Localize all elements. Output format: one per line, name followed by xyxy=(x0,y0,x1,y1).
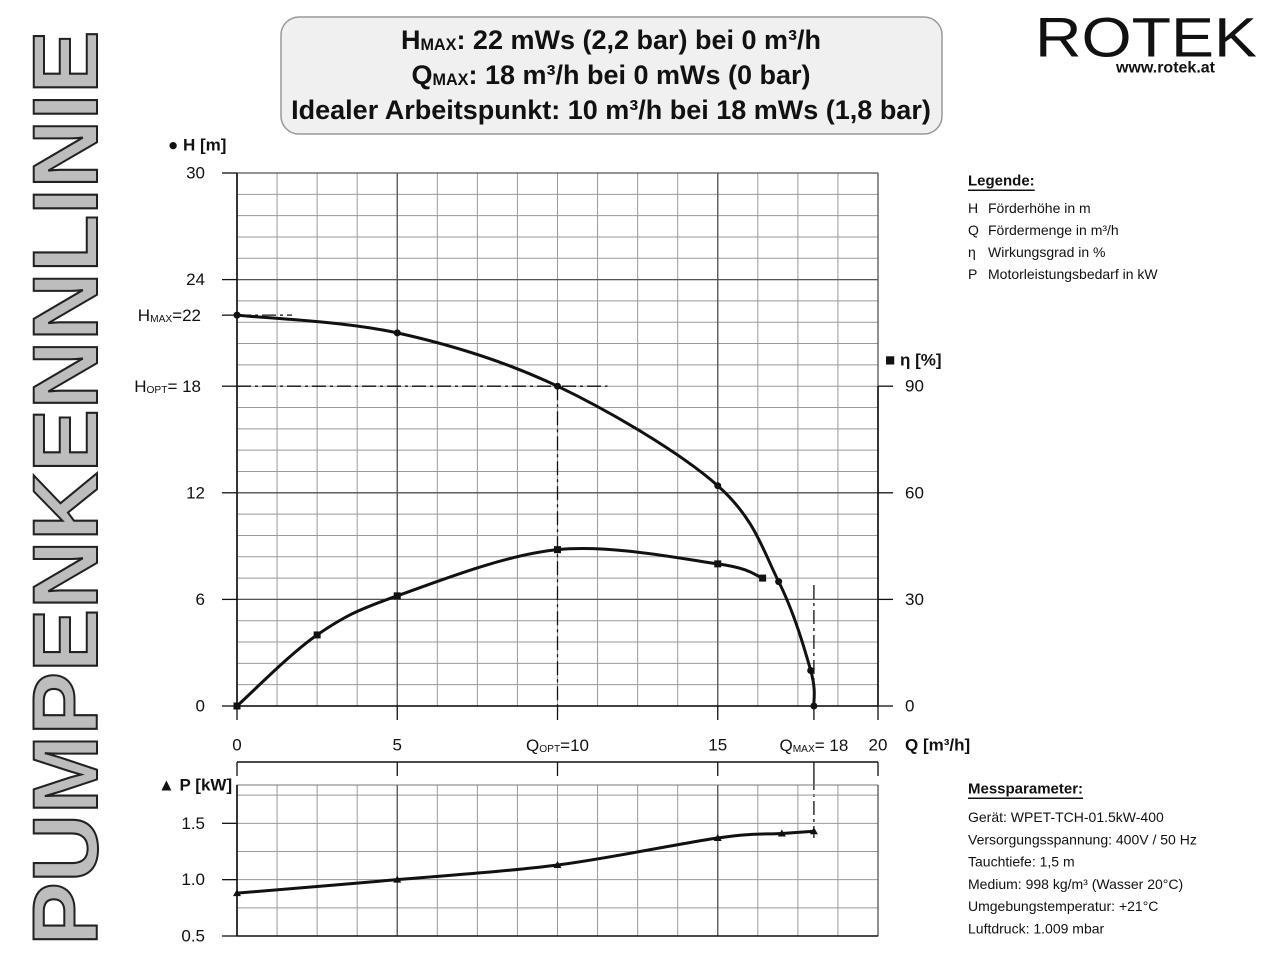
header-line: HMAX: 22 mWs (2,2 bar) bei 0 m³/h xyxy=(401,25,821,55)
parameter-line: Gerät: WPET-TCH-01.5kW-400 xyxy=(968,809,1164,825)
logo-name: ROTEK xyxy=(1035,6,1257,69)
y-tick-label: 24 xyxy=(186,270,205,289)
point xyxy=(554,382,561,390)
legend-symbol: P xyxy=(968,266,977,282)
parameter-line: Tauchtiefe: 1,5 m xyxy=(968,854,1075,870)
series-line xyxy=(236,829,815,895)
x-tick-label: 20 xyxy=(869,736,888,755)
y-tick-label: 1.5 xyxy=(181,814,205,833)
header-text: : 22 mWs (2,2 bar) bei 0 m³/h xyxy=(456,25,821,55)
header-line: QMAX: 18 m³/h bei 0 mWs (0 bar) xyxy=(411,60,810,90)
header-text: : 18 m³/h bei 0 mWs (0 bar) xyxy=(468,60,810,90)
header-sub: MAX xyxy=(420,36,456,54)
point xyxy=(233,702,241,710)
y-tick-label: 30 xyxy=(186,164,205,183)
legend-symbol: η xyxy=(968,244,976,260)
y2-tick-label: 30 xyxy=(905,590,924,609)
parameter-line: Umgebungstemperatur: +21°C xyxy=(968,898,1158,914)
y-tick-label: 1.0 xyxy=(181,870,205,889)
y2-tick-label: 0 xyxy=(905,697,914,716)
legend-text: Fördermenge in m³/h xyxy=(988,222,1119,238)
point xyxy=(313,631,321,639)
y-tick-label: 0.5 xyxy=(181,927,205,946)
y-tick-label: 6 xyxy=(196,590,205,609)
x-axis-label: Q [m³/h] xyxy=(905,736,970,755)
y-axis-label: ▲ P [kW] xyxy=(158,776,232,795)
series-line xyxy=(236,313,816,707)
legend-text: Wirkungsgrad in % xyxy=(988,244,1106,260)
header-text: Idealer Arbeitspunkt: 10 m³/h bei 18 mWs… xyxy=(291,95,931,125)
point xyxy=(393,875,402,883)
series-line xyxy=(236,547,764,708)
legend-symbol: H xyxy=(968,200,978,216)
x-tick-label: QMAX= 18 xyxy=(779,736,848,755)
point xyxy=(775,578,783,586)
header-symbol: Q xyxy=(411,60,432,90)
point xyxy=(233,889,241,897)
y2-tick-label: 60 xyxy=(905,483,924,502)
point xyxy=(233,311,241,319)
point xyxy=(393,329,401,337)
y2-tick-label: 90 xyxy=(905,377,924,396)
point xyxy=(714,482,722,490)
point xyxy=(777,829,786,837)
point xyxy=(759,574,767,582)
legend-text: Förderhöhe in m xyxy=(988,200,1091,216)
point xyxy=(393,592,401,600)
y-tick-label: HOPT= 18 xyxy=(134,377,201,396)
header-line: Idealer Arbeitspunkt: 10 m³/h bei 18 mWs… xyxy=(291,95,931,125)
y-tick-label: 12 xyxy=(186,483,205,502)
legend-title: Legende: xyxy=(968,173,1035,190)
legend-text: Motorleistungsbedarf in kW xyxy=(988,266,1158,282)
logo-url: www.rotek.at xyxy=(1115,60,1216,77)
y-axis-label: ● H [m] xyxy=(168,136,226,155)
parameters-title: Messparameter: xyxy=(968,781,1083,798)
point xyxy=(714,560,722,568)
side-title: PUMPENKENNLINIE xyxy=(15,31,117,946)
parameter-line: Versorgungsspannung: 400V / 50 Hz xyxy=(968,831,1197,847)
point xyxy=(810,702,818,710)
point xyxy=(713,833,722,841)
point xyxy=(553,861,562,869)
y-tick-label: HMAX=22 xyxy=(138,306,201,325)
point xyxy=(807,666,815,674)
y-tick-label: 0 xyxy=(196,697,205,716)
x-tick-label: QOPT=10 xyxy=(526,736,589,755)
header-sub: MAX xyxy=(432,71,468,89)
header-box xyxy=(280,16,943,135)
x-tick-label: 0 xyxy=(232,736,241,755)
legend-symbol: Q xyxy=(968,222,979,238)
y2-axis-label: ■ η [%] xyxy=(885,351,942,370)
header-symbol: H xyxy=(401,25,421,55)
parameter-line: Medium: 998 kg/m³ (Wasser 20°C) xyxy=(968,876,1183,892)
point xyxy=(809,827,818,835)
x-tick-label: 5 xyxy=(393,736,402,755)
x-tick-label: 15 xyxy=(708,736,727,755)
parameter-line: Luftdruck: 1.009 mbar xyxy=(968,921,1105,937)
point xyxy=(554,546,561,554)
